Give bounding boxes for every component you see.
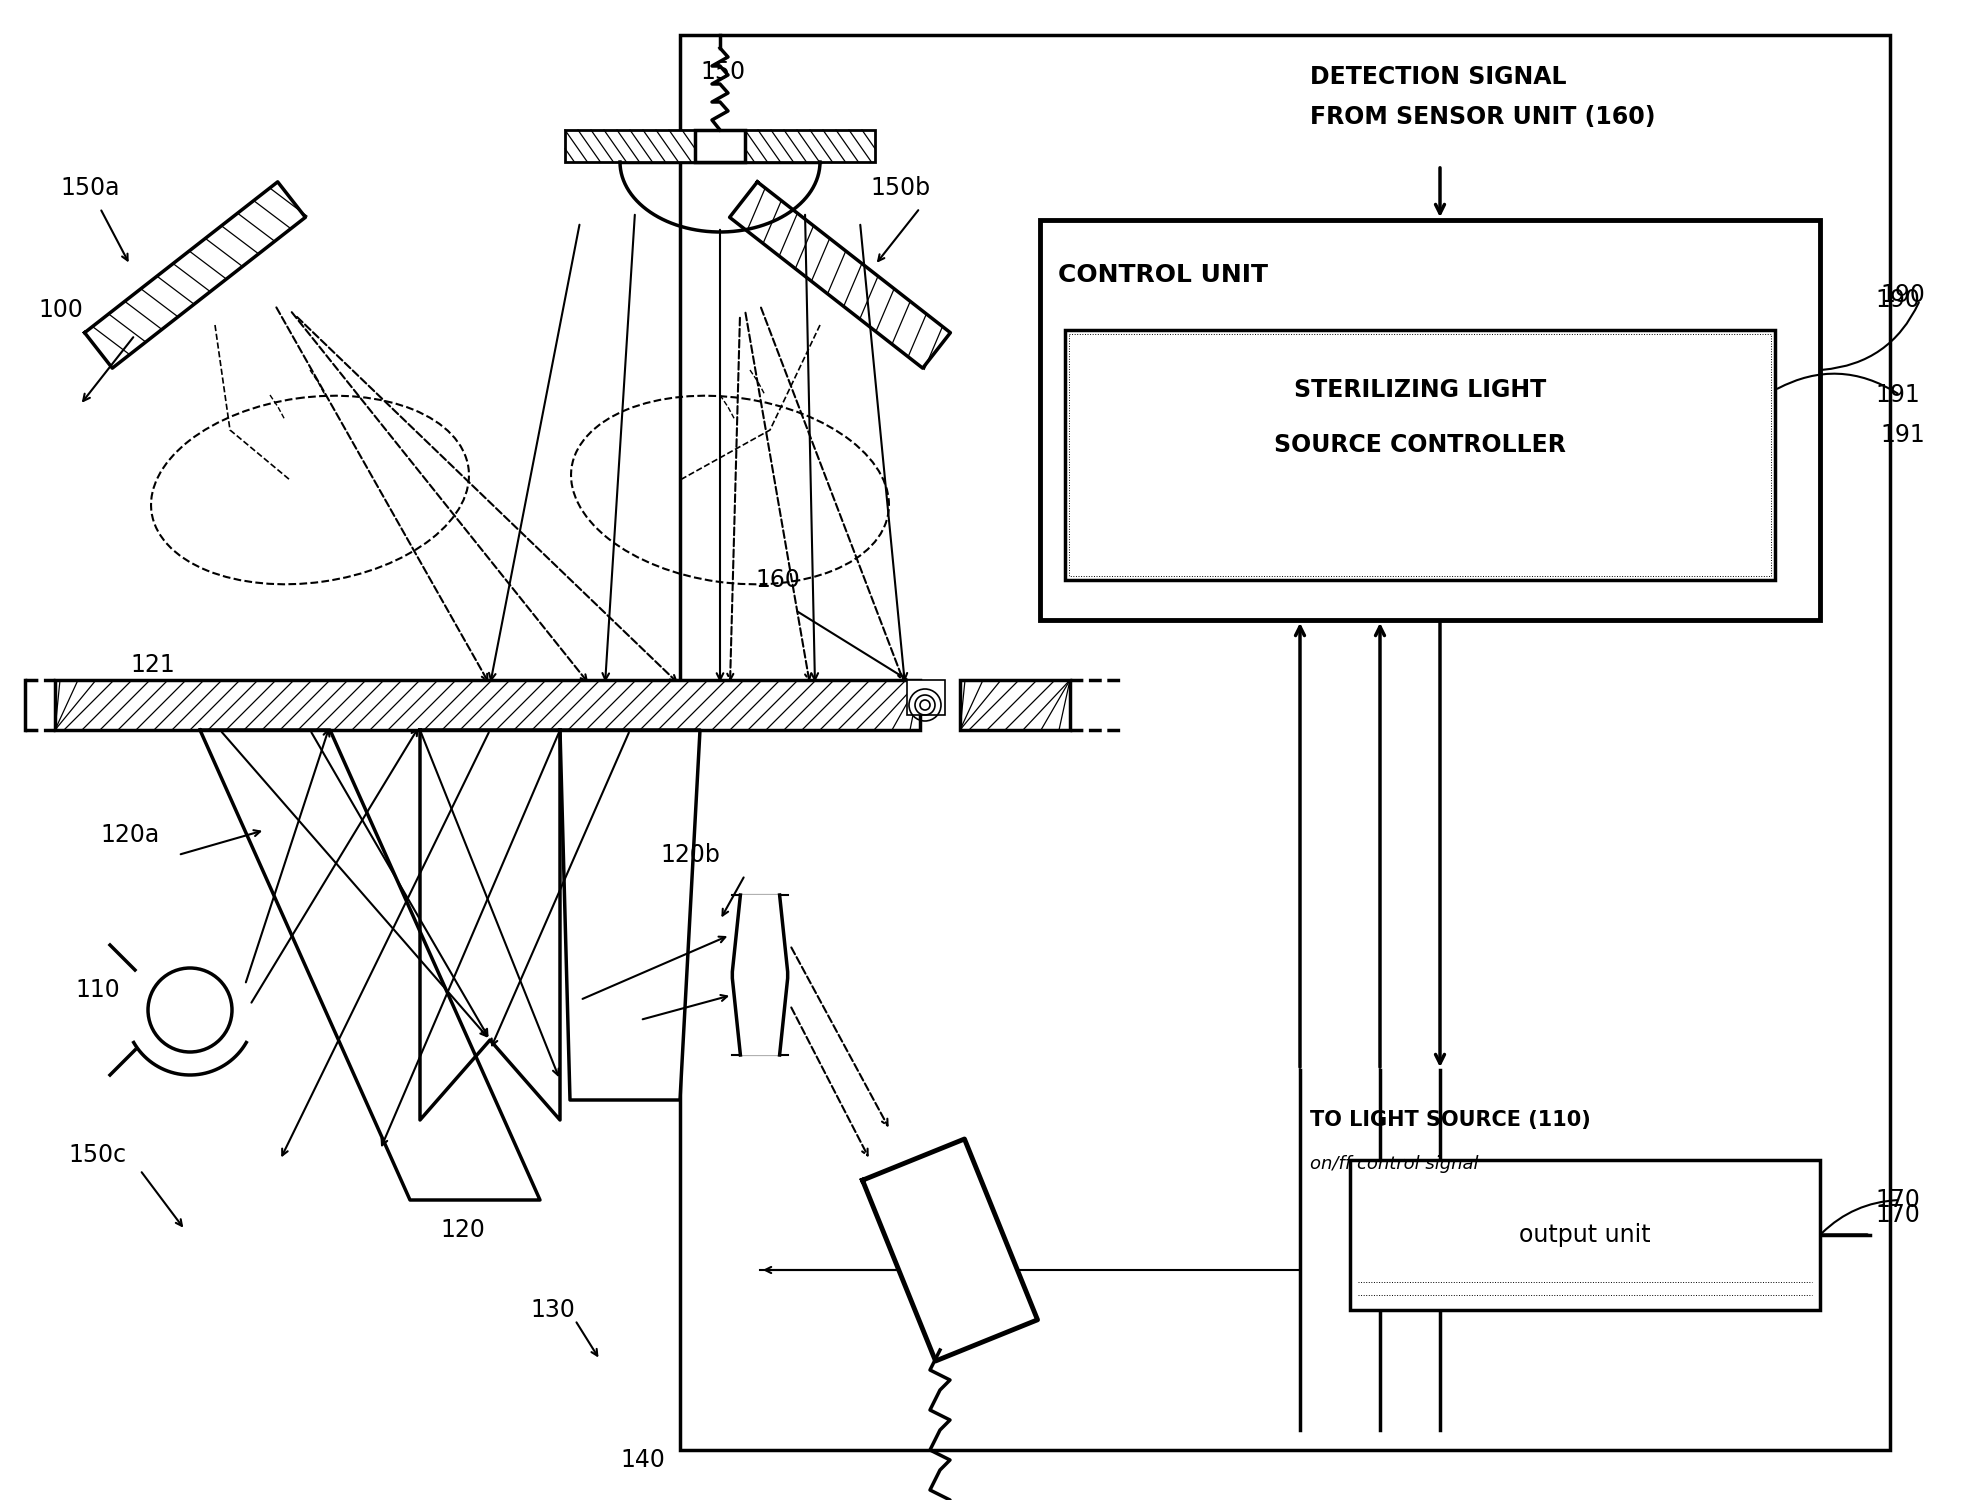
- Text: 140: 140: [620, 1448, 664, 1472]
- Bar: [745, 130, 874, 162]
- Text: CONTROL UNIT: CONTROL UNIT: [1058, 262, 1268, 286]
- Polygon shape: [862, 1138, 1037, 1360]
- Text: DETECTION SIGNAL: DETECTION SIGNAL: [1310, 64, 1566, 88]
- Text: 190: 190: [1875, 288, 1921, 312]
- Bar: [55, 680, 920, 730]
- Text: 120b: 120b: [660, 843, 719, 867]
- Bar: [565, 130, 696, 162]
- Polygon shape: [561, 730, 700, 1100]
- Text: 150c: 150c: [67, 1143, 127, 1167]
- Text: 191: 191: [1875, 382, 1921, 406]
- Polygon shape: [420, 730, 561, 1120]
- Text: TO LIGHT SOURCE (110): TO LIGHT SOURCE (110): [1310, 1110, 1592, 1130]
- Polygon shape: [200, 730, 539, 1200]
- Text: 191: 191: [1881, 423, 1925, 447]
- Text: STERILIZING LIGHT: STERILIZING LIGHT: [1294, 378, 1546, 402]
- Text: 100: 100: [38, 298, 83, 322]
- Text: 170: 170: [1875, 1188, 1921, 1212]
- Text: on/ff control signal: on/ff control signal: [1310, 1155, 1479, 1173]
- Text: 150a: 150a: [59, 176, 119, 200]
- Text: output unit: output unit: [1518, 1222, 1651, 1246]
- Text: FROM SENSOR UNIT (160): FROM SENSOR UNIT (160): [1310, 105, 1655, 129]
- Bar: [1064, 330, 1776, 580]
- Bar: [908, 680, 945, 716]
- Text: 190: 190: [1881, 284, 1925, 308]
- Text: 120: 120: [440, 1218, 486, 1242]
- Text: 170: 170: [1875, 1203, 1921, 1227]
- Text: 110: 110: [75, 978, 119, 1002]
- Text: 150: 150: [700, 60, 745, 84]
- Polygon shape: [731, 896, 787, 1054]
- Text: SOURCE CONTROLLER: SOURCE CONTROLLER: [1274, 433, 1566, 457]
- Text: 150b: 150b: [870, 176, 930, 200]
- Bar: [1350, 1160, 1819, 1310]
- Text: 120a: 120a: [99, 824, 159, 848]
- Bar: [680, 34, 1891, 1450]
- Bar: [1041, 220, 1819, 620]
- Bar: [959, 680, 1070, 730]
- Bar: [1068, 334, 1772, 576]
- Text: 130: 130: [529, 1298, 575, 1322]
- Polygon shape: [85, 182, 305, 368]
- Polygon shape: [729, 182, 951, 368]
- Bar: [696, 130, 745, 162]
- Text: 121: 121: [131, 652, 174, 676]
- Text: 160: 160: [755, 568, 801, 592]
